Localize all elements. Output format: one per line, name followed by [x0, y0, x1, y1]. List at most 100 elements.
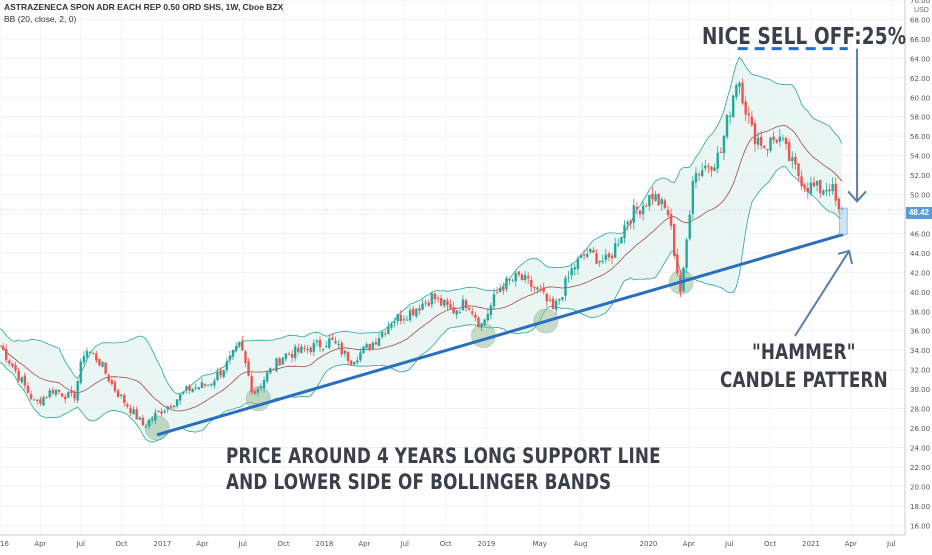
candles — [1, 78, 844, 430]
candle-body — [775, 139, 778, 143]
candle-body — [489, 305, 493, 316]
candle-body — [725, 114, 729, 137]
candle-body — [673, 224, 676, 256]
candle-body — [831, 184, 834, 192]
candle-body — [660, 199, 663, 205]
y-tick-label: 24.00 — [910, 444, 930, 452]
y-axis-bg — [905, 0, 932, 550]
x-tick-label: Jul — [724, 540, 734, 548]
candle-body — [545, 293, 549, 302]
candle-body — [533, 286, 536, 289]
candle-body — [54, 389, 58, 395]
candle-body — [123, 394, 126, 403]
candle-body — [589, 248, 592, 253]
candle-body — [430, 293, 434, 305]
candle-body — [641, 205, 645, 215]
candle-body — [800, 176, 803, 187]
candle-body — [188, 385, 191, 391]
candle-body — [499, 288, 502, 293]
candle-body — [704, 165, 707, 169]
candle-body — [29, 394, 33, 400]
y-tick-label: 58.00 — [910, 114, 930, 122]
candle-body — [697, 174, 701, 176]
candle-body — [76, 381, 79, 401]
candle-body — [418, 308, 421, 311]
x-tick-label: 2019 — [478, 540, 496, 548]
candle-body — [449, 304, 452, 309]
candle-body — [613, 243, 617, 258]
candle-body — [315, 340, 319, 343]
hammer-arrow-shaft — [794, 250, 850, 337]
y-tick-label: 34.00 — [910, 347, 930, 355]
candle-body — [669, 213, 673, 226]
annotation-support-1: PRICE AROUND 4 YEARS LONG SUPPORT LINE — [226, 444, 661, 468]
candle-body — [107, 375, 110, 382]
candle-body — [113, 382, 117, 392]
candle-body — [278, 358, 281, 366]
candle-body — [620, 237, 623, 244]
candle-body — [309, 347, 312, 353]
candle-body — [601, 260, 604, 262]
candle-body — [803, 184, 806, 189]
candle-body — [362, 346, 365, 354]
sell-off-arrow-head — [847, 190, 867, 203]
candle-body — [632, 205, 636, 223]
candle-body — [819, 179, 822, 194]
candle-body — [474, 314, 477, 318]
candle-body — [70, 390, 73, 394]
candle-body — [834, 183, 837, 201]
candle-body — [104, 362, 107, 374]
candle-body — [688, 214, 691, 239]
y-tick-label: 28.00 — [910, 406, 930, 414]
candle-body — [185, 386, 188, 391]
y-tick-label: 38.00 — [910, 308, 930, 316]
candle-body — [408, 310, 412, 321]
candle-body — [753, 123, 757, 145]
y-tick-label: 54.00 — [910, 153, 930, 161]
candle-body — [713, 167, 716, 172]
candle-body — [542, 287, 545, 292]
candle-body — [663, 200, 667, 209]
candle-body — [791, 157, 794, 162]
candle-body — [222, 370, 225, 377]
candle-body — [157, 411, 160, 413]
indicator-label[interactable]: BB (20, close, 2, 0) — [4, 14, 77, 24]
candle-body — [231, 350, 235, 357]
candle-body — [244, 351, 247, 364]
candle-body — [536, 287, 539, 290]
x-tick-label: Aug — [574, 540, 588, 548]
candle-body — [11, 363, 14, 367]
candle-body — [483, 319, 486, 326]
candle-body — [592, 250, 595, 253]
candle-body — [607, 253, 611, 258]
candle-body — [349, 360, 353, 365]
candle-body — [446, 300, 449, 306]
candle-body — [809, 182, 813, 194]
candle-body — [812, 182, 816, 187]
candle-body — [561, 297, 564, 300]
candle-body — [443, 299, 446, 306]
candle-body — [825, 189, 828, 192]
candle-body — [784, 138, 788, 144]
candle-body — [352, 362, 356, 365]
last-price-tag: 48.42 — [906, 207, 932, 219]
y-tick-label: 50.00 — [910, 192, 930, 200]
candle-body — [48, 390, 51, 398]
candle-body — [98, 358, 101, 366]
candle-body — [635, 206, 639, 210]
candle-body — [517, 271, 521, 275]
candle-body — [787, 142, 791, 161]
candle-body — [64, 396, 67, 400]
candle-body — [374, 342, 378, 345]
candle-body — [206, 384, 210, 386]
candle-body — [781, 138, 785, 140]
candle-body — [694, 173, 698, 183]
candle-body — [175, 399, 179, 407]
candle-body — [794, 156, 797, 165]
candle-body — [79, 361, 82, 383]
candle-body — [514, 273, 517, 282]
candle-body — [610, 255, 614, 259]
candle-body — [200, 382, 204, 389]
